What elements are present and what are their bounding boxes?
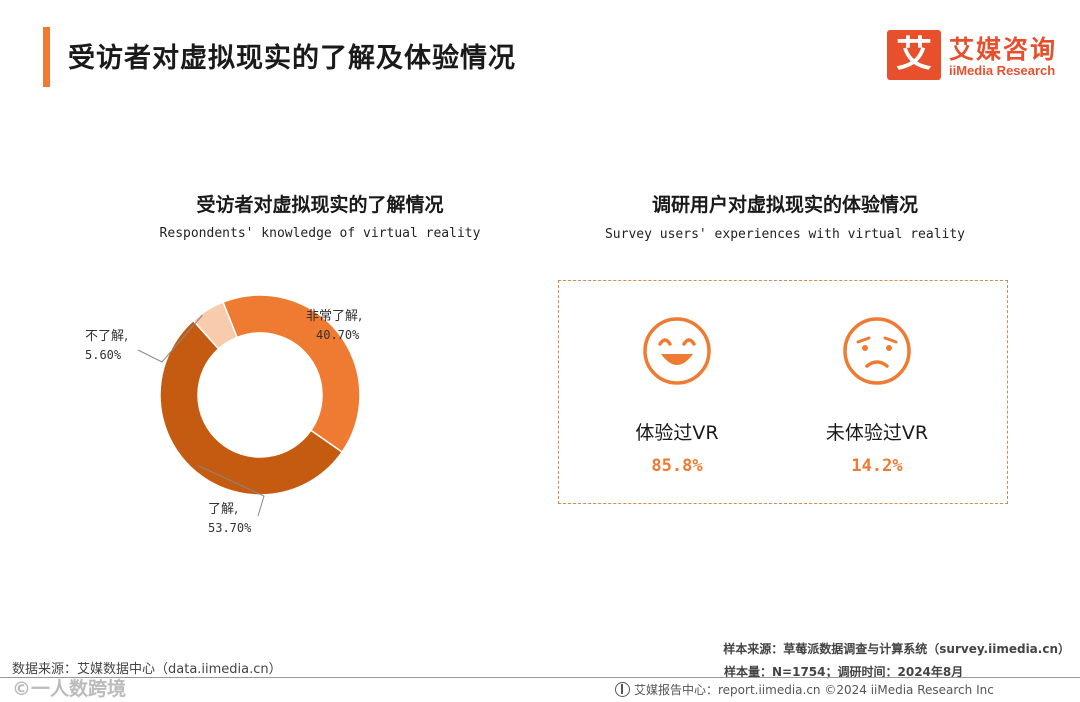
knowledge-donut-chart: 非常了解, 40.70% 了解, 53.70% 不了解, 5.60%	[85, 294, 362, 535]
experience-title: 调研用户对虚拟现实的体验情况	[651, 194, 918, 216]
slice-label: 不了解,	[85, 329, 128, 344]
slice-value: 5.60%	[85, 348, 122, 362]
logo-mark: 艾	[887, 30, 941, 80]
sad-face-icon	[843, 317, 911, 385]
data-source: 数据来源：艾媒数据中心（data.iimedia.cn）	[12, 662, 282, 677]
report-center-footer: 艾媒报告中心：report.iimedia.cn ©2024 iiMedia R…	[615, 681, 994, 698]
leader-line	[197, 464, 265, 517]
experienced-value: 85.8%	[651, 456, 703, 476]
donut-slice	[222, 294, 361, 454]
slice-label: 了解,	[208, 502, 238, 517]
donut-slice	[159, 319, 344, 496]
globe-icon	[615, 682, 630, 697]
slice-label: 非常了解,	[306, 309, 362, 324]
happy-face-icon	[643, 317, 711, 385]
page-title: 受访者对虚拟现实的了解及体验情况	[68, 43, 516, 74]
experience-box	[558, 280, 1008, 504]
logo-chinese-name: 艾媒咨询	[949, 35, 1058, 64]
slice-value: 40.70%	[316, 328, 360, 342]
footer-divider	[0, 677, 1080, 678]
sample-info: 样本量：N=1754；调研时间：2024年8月	[724, 665, 964, 679]
watermark: ©一人数跨境	[12, 678, 127, 700]
report-center-text: 艾媒报告中心：report.iimedia.cn ©2024 iiMedia R…	[634, 683, 994, 697]
knowledge-chart-subtitle: Respondents' knowledge of virtual realit…	[159, 226, 481, 241]
donut-slice	[192, 301, 239, 350]
slice-value: 53.70%	[208, 521, 252, 535]
experience-subtitle: Survey users' experiences with virtual r…	[604, 227, 966, 242]
knowledge-chart-title: 受访者对虚拟现实的了解情况	[196, 194, 444, 216]
logo-english-name: iiMedia Research	[949, 63, 1056, 78]
brand-logo: 艾 艾媒咨询 iiMedia Research	[887, 30, 1067, 84]
not-experienced-value: 14.2%	[851, 456, 903, 476]
sample-source: 样本来源：草莓派数据调查与计算系统（survey.iimedia.cn）	[723, 642, 1070, 656]
experienced-label: 体验过VR	[635, 422, 719, 444]
title-accent-bar	[43, 27, 50, 87]
not-experienced-label: 未体验过VR	[825, 422, 929, 444]
leader-line	[137, 314, 203, 363]
